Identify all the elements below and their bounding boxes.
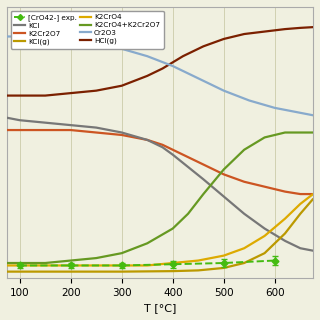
X-axis label: T [°C]: T [°C] — [144, 303, 176, 313]
Legend: [CrO42-] exp., KCl, K2Cr2O7, KCl(g), K2CrO4, K2CrO4+K2Cr2O7, Cr2O3, HCl(g): [CrO42-] exp., KCl, K2Cr2O7, KCl(g), K2C… — [11, 11, 164, 49]
